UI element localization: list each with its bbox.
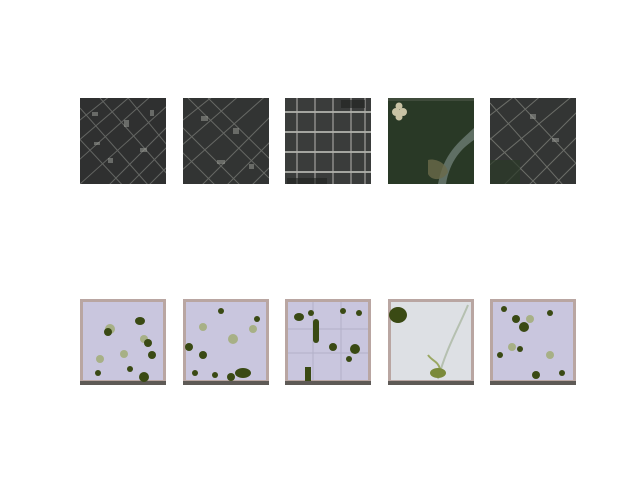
map-image <box>80 299 166 385</box>
satellite-image <box>388 98 474 184</box>
satellite-image <box>80 98 166 184</box>
map-tile-2 <box>183 299 269 385</box>
satellite-image <box>285 98 371 184</box>
map-image <box>183 299 269 385</box>
map-tile-1 <box>80 299 166 385</box>
satellite-tile-3 <box>285 98 371 184</box>
satellite-image <box>183 98 269 184</box>
satellite-image <box>490 98 576 184</box>
satellite-tile-2 <box>183 98 269 184</box>
satellite-tile-1 <box>80 98 166 184</box>
map-tile-4 <box>388 299 474 385</box>
map-image <box>388 299 474 385</box>
map-tile-3 <box>285 299 371 385</box>
satellite-tile-4 <box>388 98 474 184</box>
satellite-tile-5 <box>490 98 576 184</box>
map-image <box>490 299 576 385</box>
map-tile-5 <box>490 299 576 385</box>
map-image <box>285 299 371 385</box>
